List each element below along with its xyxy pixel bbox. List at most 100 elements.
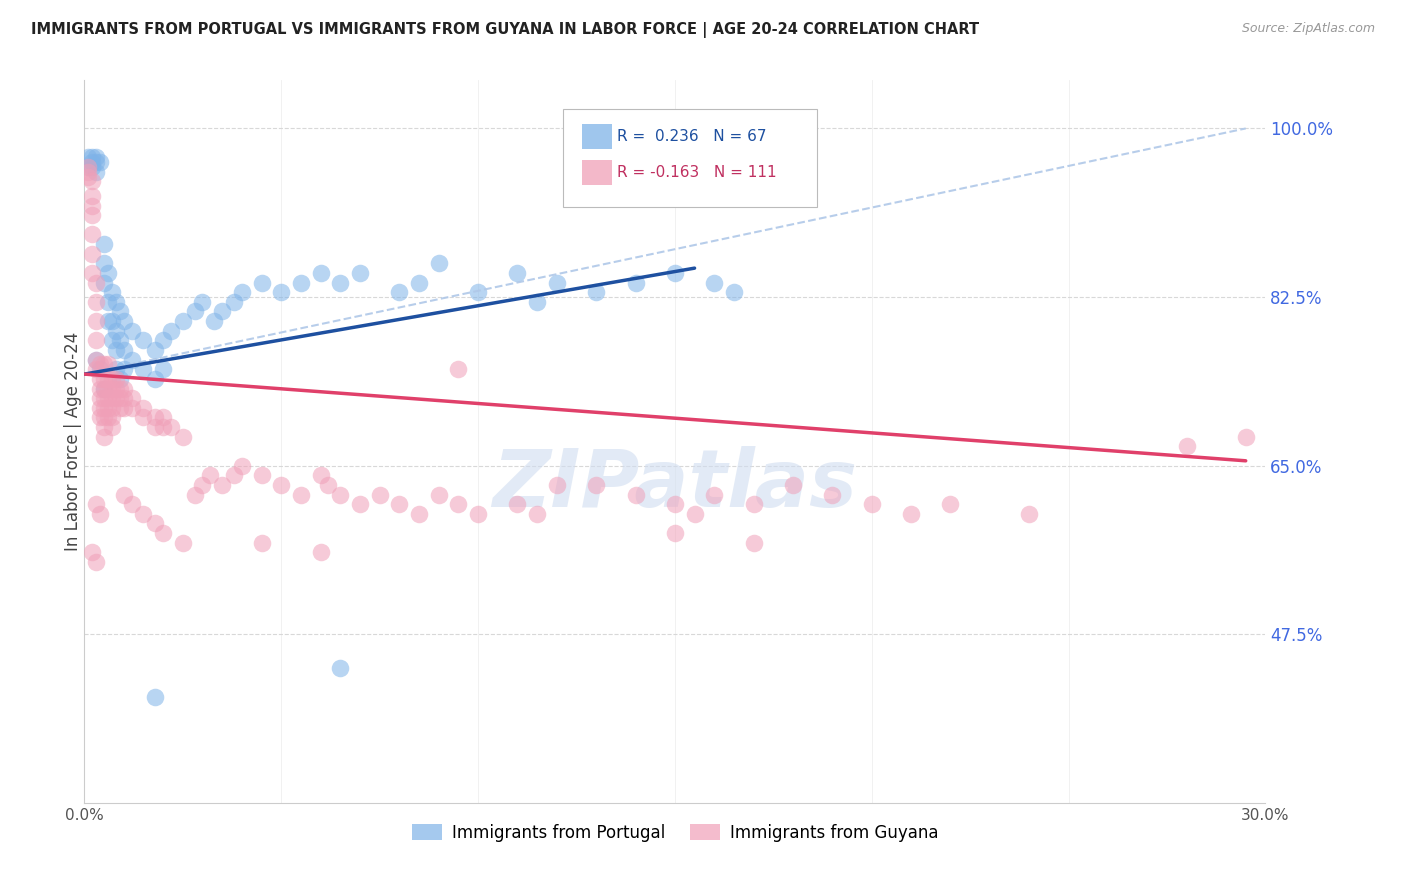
Point bbox=[101, 285, 124, 300]
Point bbox=[152, 362, 174, 376]
Point bbox=[1018, 507, 1040, 521]
Point bbox=[82, 155, 104, 169]
Point bbox=[270, 478, 292, 492]
Point bbox=[143, 343, 166, 357]
Point bbox=[250, 468, 273, 483]
Point bbox=[309, 266, 332, 280]
Point bbox=[89, 372, 111, 386]
Point bbox=[97, 410, 120, 425]
Point bbox=[683, 507, 706, 521]
Point bbox=[93, 382, 115, 396]
Point bbox=[939, 497, 962, 511]
Point bbox=[200, 468, 222, 483]
Point bbox=[101, 334, 124, 348]
Point bbox=[89, 382, 111, 396]
Point bbox=[546, 478, 568, 492]
Point bbox=[84, 555, 107, 569]
Point bbox=[172, 430, 194, 444]
Point bbox=[93, 410, 115, 425]
Point bbox=[104, 382, 127, 396]
Point bbox=[104, 294, 127, 309]
Point bbox=[89, 391, 111, 405]
Text: IMMIGRANTS FROM PORTUGAL VS IMMIGRANTS FROM GUYANA IN LABOR FORCE | AGE 20-24 CO: IMMIGRANTS FROM PORTUGAL VS IMMIGRANTS F… bbox=[31, 22, 979, 38]
Point bbox=[89, 362, 111, 376]
Point bbox=[89, 401, 111, 415]
Legend: Immigrants from Portugal, Immigrants from Guyana: Immigrants from Portugal, Immigrants fro… bbox=[405, 817, 945, 848]
Point bbox=[664, 266, 686, 280]
Point bbox=[121, 324, 143, 338]
Point bbox=[84, 352, 107, 367]
Point bbox=[112, 487, 135, 501]
Point bbox=[1234, 430, 1257, 444]
Point bbox=[427, 487, 450, 501]
Point bbox=[84, 150, 107, 164]
Point bbox=[84, 165, 107, 179]
Point bbox=[97, 314, 120, 328]
Point bbox=[408, 276, 430, 290]
Point bbox=[101, 401, 124, 415]
Point bbox=[101, 410, 124, 425]
Point bbox=[152, 334, 174, 348]
Point bbox=[1175, 439, 1198, 453]
Point bbox=[318, 478, 340, 492]
Point bbox=[132, 362, 155, 376]
Point bbox=[860, 497, 883, 511]
Point bbox=[93, 276, 115, 290]
Point bbox=[191, 294, 214, 309]
Point bbox=[101, 391, 124, 405]
Point bbox=[143, 372, 166, 386]
Point bbox=[211, 478, 233, 492]
Point bbox=[309, 545, 332, 559]
Point bbox=[723, 285, 745, 300]
Point bbox=[121, 401, 143, 415]
Point bbox=[152, 410, 174, 425]
Point bbox=[97, 401, 120, 415]
Point bbox=[93, 382, 115, 396]
Point bbox=[97, 266, 120, 280]
Point bbox=[349, 497, 371, 511]
Point bbox=[104, 324, 127, 338]
Point bbox=[104, 362, 127, 376]
Text: Source: ZipAtlas.com: Source: ZipAtlas.com bbox=[1241, 22, 1375, 36]
Point bbox=[84, 497, 107, 511]
Text: ZIPatlas: ZIPatlas bbox=[492, 446, 858, 524]
Point bbox=[97, 358, 120, 372]
Y-axis label: In Labor Force | Age 20-24: In Labor Force | Age 20-24 bbox=[65, 332, 82, 551]
Point bbox=[900, 507, 922, 521]
Point bbox=[82, 545, 104, 559]
Point bbox=[112, 362, 135, 376]
Point bbox=[388, 285, 411, 300]
Point bbox=[108, 372, 131, 386]
Point bbox=[467, 285, 489, 300]
Point bbox=[89, 410, 111, 425]
Point bbox=[290, 487, 312, 501]
Point bbox=[77, 169, 100, 184]
Point bbox=[183, 304, 205, 318]
Point bbox=[93, 256, 115, 270]
Point bbox=[467, 507, 489, 521]
Point bbox=[231, 458, 253, 473]
Point bbox=[121, 497, 143, 511]
Point bbox=[202, 314, 225, 328]
Point bbox=[526, 507, 548, 521]
Point bbox=[349, 266, 371, 280]
Point bbox=[112, 391, 135, 405]
Point bbox=[101, 382, 124, 396]
Point bbox=[82, 246, 104, 260]
Point bbox=[97, 382, 120, 396]
Point bbox=[191, 478, 214, 492]
Point bbox=[290, 276, 312, 290]
Point bbox=[84, 352, 107, 367]
Point bbox=[585, 478, 607, 492]
Point bbox=[172, 314, 194, 328]
Point bbox=[82, 160, 104, 174]
Point bbox=[211, 304, 233, 318]
Point bbox=[84, 294, 107, 309]
Point bbox=[77, 150, 100, 164]
Point bbox=[742, 535, 765, 549]
Point bbox=[703, 276, 725, 290]
Point bbox=[93, 391, 115, 405]
Point bbox=[821, 487, 844, 501]
Point bbox=[143, 410, 166, 425]
Point bbox=[132, 410, 155, 425]
